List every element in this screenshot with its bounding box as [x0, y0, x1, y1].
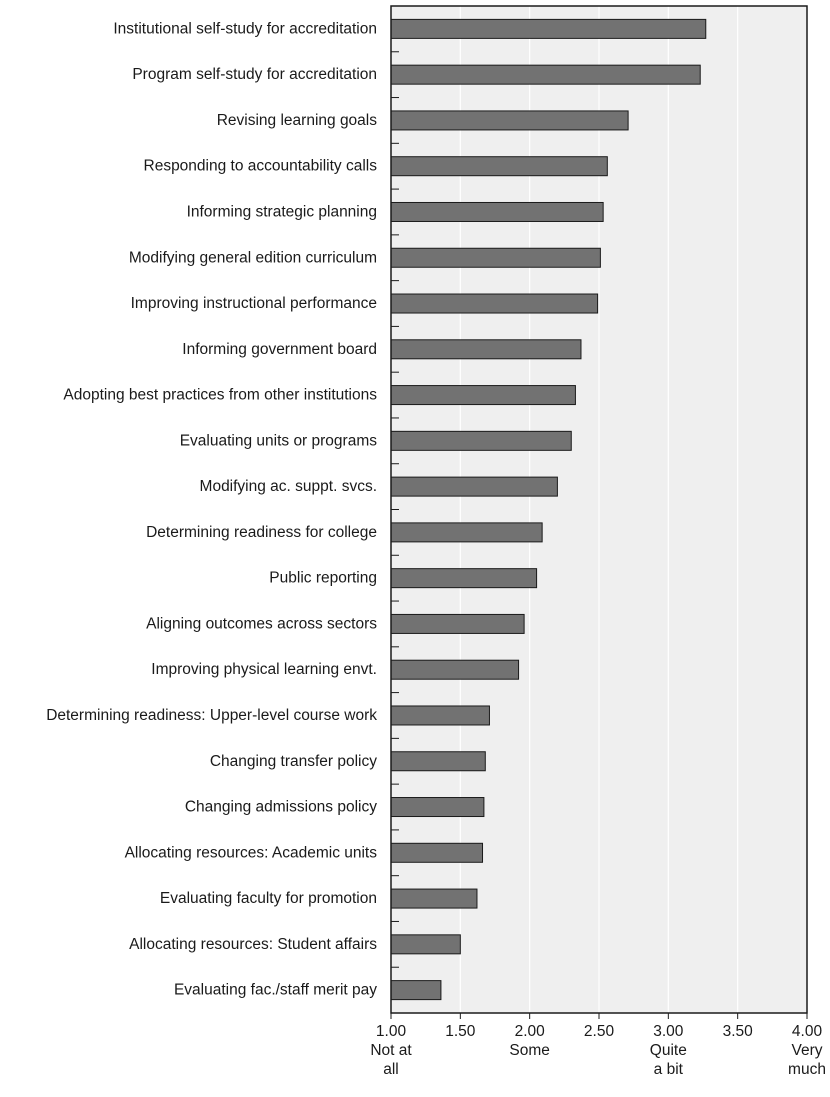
x-tick-label: 2.00	[515, 1023, 546, 1040]
x-tick-label: 1.50	[445, 1023, 476, 1040]
x-tick-sublabel: Not at	[370, 1042, 412, 1059]
category-labels: Institutional self-study for accreditati…	[46, 20, 377, 998]
category-label: Aligning outcomes across sectors	[146, 615, 377, 632]
category-label: Informing strategic planning	[187, 203, 377, 220]
bar	[391, 248, 600, 267]
x-tick-sublabel: Very	[791, 1042, 822, 1059]
bar	[391, 798, 484, 817]
bar	[391, 614, 524, 633]
category-label: Changing transfer policy	[210, 753, 377, 770]
category-label: Informing government board	[182, 341, 377, 358]
category-label: Institutional self-study for accreditati…	[113, 20, 377, 37]
bar	[391, 386, 575, 405]
category-label: Changing admissions policy	[185, 799, 377, 816]
bar	[391, 660, 519, 679]
x-tick-sublabel: Some	[509, 1042, 550, 1059]
category-label: Allocating resources: Student affairs	[129, 936, 377, 953]
bar	[391, 294, 598, 313]
category-label: Improving physical learning envt.	[151, 661, 377, 678]
x-tick-sublabel: all	[383, 1061, 399, 1078]
bar	[391, 111, 628, 130]
category-label: Evaluating fac./staff merit pay	[174, 982, 377, 999]
bar	[391, 157, 607, 176]
category-label: Improving instructional performance	[131, 295, 377, 312]
x-tick-label: 3.50	[723, 1023, 754, 1040]
category-label: Allocating resources: Academic units	[125, 844, 378, 861]
x-tick-label: 1.00	[376, 1023, 407, 1040]
category-label: Program self-study for accreditation	[132, 66, 377, 83]
category-label: Adopting best practices from other insti…	[63, 387, 377, 404]
category-label: Evaluating units or programs	[180, 432, 378, 449]
x-tick-label: 2.50	[584, 1023, 615, 1040]
bar	[391, 65, 700, 84]
x-tick-label: 3.00	[653, 1023, 684, 1040]
bar	[391, 340, 581, 359]
category-label: Modifying ac. suppt. svcs.	[200, 478, 377, 495]
x-tick-label: 4.00	[792, 1023, 823, 1040]
bar	[391, 935, 460, 954]
x-tick-sublabel: a bit	[654, 1061, 684, 1078]
x-tick-sublabel: Quite	[650, 1042, 687, 1059]
bar	[391, 19, 706, 38]
category-label: Determining readiness: Upper-level cours…	[46, 707, 377, 724]
x-tick-sublabel: much	[788, 1061, 826, 1078]
bar	[391, 523, 542, 542]
category-label: Modifying general edition curriculum	[129, 249, 377, 266]
bar	[391, 477, 557, 496]
bar	[391, 431, 571, 450]
category-label: Evaluating faculty for promotion	[160, 890, 377, 907]
category-label: Determining readiness for college	[146, 524, 377, 541]
category-label: Revising learning goals	[217, 112, 378, 129]
x-axis-ticks: 1.00 Not at all 1.50 2.00 Some 2.50 3.00 Quite a …	[370, 1013, 826, 1078]
category-label: Public reporting	[269, 570, 377, 587]
bar	[391, 706, 489, 725]
category-label: Responding to accountability calls	[144, 158, 378, 175]
bar	[391, 752, 485, 771]
bar	[391, 569, 537, 588]
bar	[391, 843, 483, 862]
bar	[391, 889, 477, 908]
bar	[391, 202, 603, 221]
bar	[391, 981, 441, 1000]
